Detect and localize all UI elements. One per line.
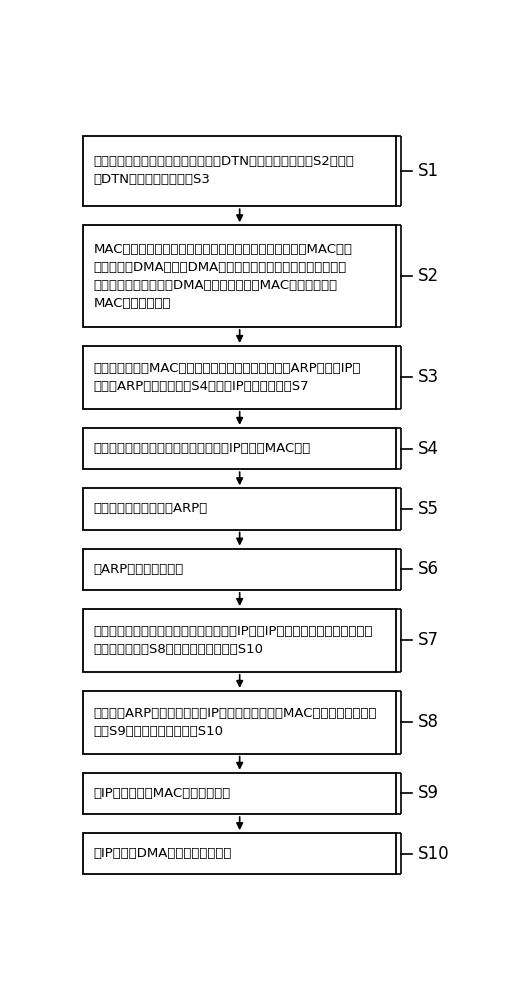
- Bar: [83, 691, 396, 754]
- Text: S1: S1: [418, 162, 439, 180]
- Text: 将ARP包上传给处理器: 将ARP包上传给处理器: [93, 563, 184, 576]
- Text: S3: S3: [418, 368, 439, 386]
- Text: 通过高速交换单元自动解析出网包内的IP地址和MAC地址: 通过高速交换单元自动解析出网包内的IP地址和MAC地址: [93, 442, 311, 455]
- Text: S10: S10: [418, 845, 450, 863]
- Bar: [83, 549, 396, 590]
- Text: S6: S6: [418, 560, 439, 578]
- Text: S7: S7: [418, 631, 439, 649]
- Text: S2: S2: [418, 267, 439, 285]
- Text: MAC模块接收到的网包通过高速交换单元无条件发给与该MAC模块
对应设置的DMA模块；DMA模块从处理器接收到的网包同样通过
高速交换单元发给与该DMA模块对应: MAC模块接收到的网包通过高速交换单元无条件发给与该MAC模块 对应设置的DMA…: [93, 243, 352, 310]
- Text: 更新高速交换单元内的ARP表: 更新高速交换单元内的ARP表: [93, 502, 207, 515]
- Text: S9: S9: [418, 784, 439, 802]
- Text: S5: S5: [418, 500, 439, 518]
- Bar: [83, 609, 396, 672]
- Bar: [83, 136, 396, 206]
- Text: 高速交换单元从MAC模块接收到网包，判断该网包是ARP包还是IP包
，若是ARP包则执行步骤S4，若是IP包则执行步骤S7: 高速交换单元从MAC模块接收到网包，判断该网包是ARP包还是IP包 ，若是ARP…: [93, 362, 361, 393]
- Text: S4: S4: [418, 440, 439, 458]
- Bar: [83, 488, 396, 530]
- Bar: [83, 225, 396, 327]
- Bar: [83, 773, 396, 814]
- Text: 自动遍历路由表，查询路由表中是否有与IP包的IP地址对应的路由转发规则，
若有则执行步骤S8，若没有则执行步骤S10: 自动遍历路由表，查询路由表中是否有与IP包的IP地址对应的路由转发规则， 若有则…: [93, 625, 373, 656]
- Text: 将IP包发往目标MAC模块进行转发: 将IP包发往目标MAC模块进行转发: [93, 787, 230, 800]
- Text: 判断高速交换单元的工作模式，若是DTN模式，则执行步骤S2；若是
非DTN模式，则执行步骤S3: 判断高速交换单元的工作模式，若是DTN模式，则执行步骤S2；若是 非DTN模式，…: [93, 155, 354, 186]
- Bar: [83, 346, 396, 409]
- Text: S8: S8: [418, 713, 439, 731]
- Bar: [83, 428, 396, 469]
- Bar: [83, 833, 396, 874]
- Text: 继续查询ARP表是否有发往该IP地址的下一跳目标MAC模块，若有则执行
步骤S9，若没有则执行步骤S10: 继续查询ARP表是否有发往该IP地址的下一跳目标MAC模块，若有则执行 步骤S9…: [93, 707, 377, 738]
- Text: 将IP包上传DMA模块并交给处理器: 将IP包上传DMA模块并交给处理器: [93, 847, 231, 860]
